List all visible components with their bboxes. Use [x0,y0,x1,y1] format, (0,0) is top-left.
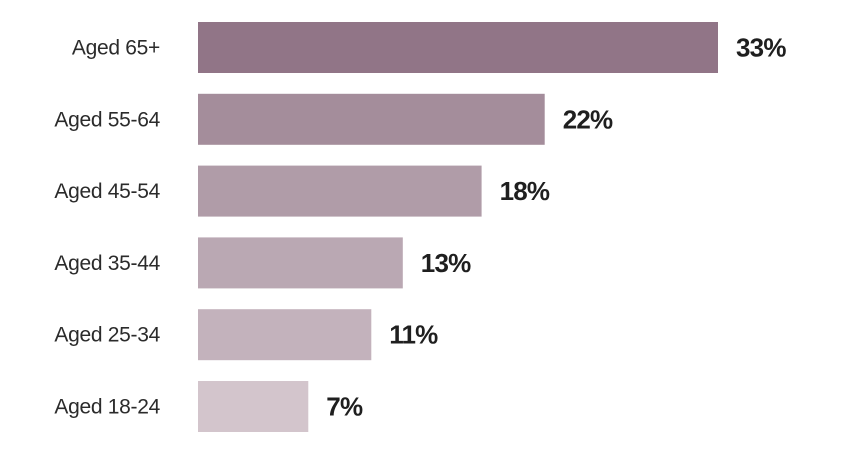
bar-aged-65 [198,22,718,73]
value-label: 7% [326,392,363,422]
bar-aged-25-34 [198,309,372,361]
bar-aged-55-64 [198,93,545,145]
bar-aged-35-44 [198,237,403,289]
bar-aged-18-24 [198,381,309,432]
category-label: Aged 45-54 [54,180,160,203]
value-label: 11% [389,320,438,350]
category-label: Aged 25-34 [54,324,160,347]
category-label: Aged 65+ [72,37,160,60]
category-label: Aged 55-64 [54,108,160,131]
category-label: Aged 18-24 [54,396,160,419]
value-label: 33% [736,33,786,63]
category-label: Aged 35-44 [54,252,160,275]
value-label: 18% [500,176,550,206]
value-label: 22% [563,104,613,134]
value-label: 13% [421,248,471,278]
bar-aged-45-54 [198,165,482,217]
